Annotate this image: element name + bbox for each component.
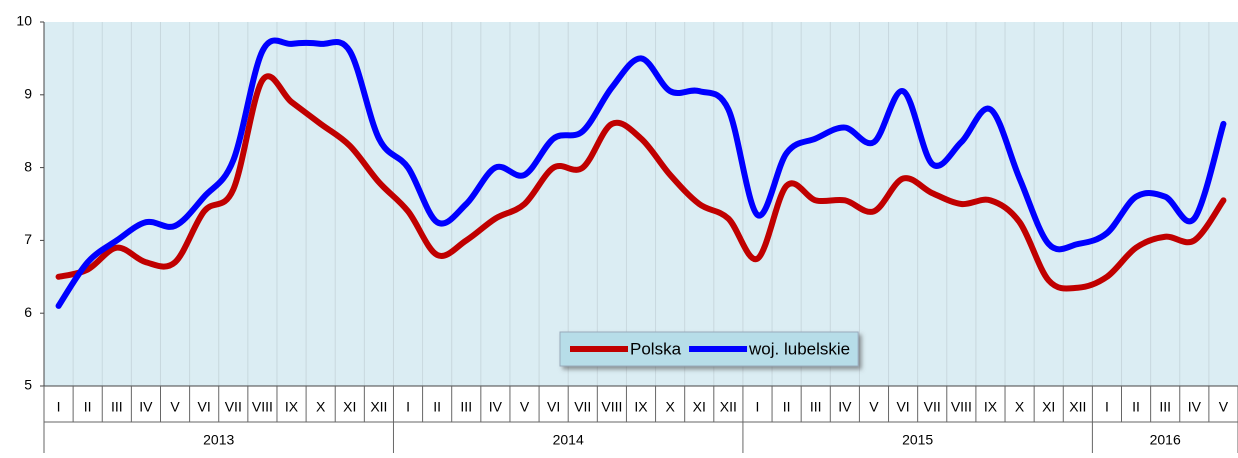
x-tick-label: II: [84, 399, 92, 415]
year-label: 2015: [902, 432, 933, 448]
x-tick-label: I: [756, 399, 760, 415]
legend-label: woj. lubelskie: [748, 339, 850, 358]
x-tick-label: IV: [489, 399, 503, 415]
legend: Polska woj. lubelskie: [559, 331, 859, 367]
x-tick-label: VIII: [951, 399, 972, 415]
x-tick-label: II: [433, 399, 441, 415]
year-label: 2014: [553, 432, 584, 448]
x-tick-label: X: [316, 399, 326, 415]
y-tick-label: 10: [16, 13, 32, 29]
x-tick-label: XII: [720, 399, 737, 415]
x-tick-label: II: [1132, 399, 1140, 415]
x-tick-label: VI: [896, 399, 909, 415]
x-tick-label: VI: [198, 399, 211, 415]
x-tick-label: VII: [924, 399, 941, 415]
x-tick-label: III: [1159, 399, 1171, 415]
y-tick-label: 5: [24, 377, 32, 393]
x-tick-label: VI: [547, 399, 560, 415]
x-tick-label: III: [111, 399, 123, 415]
year-label: 2013: [203, 432, 234, 448]
x-tick-label: I: [57, 399, 61, 415]
x-tick-label: II: [783, 399, 791, 415]
y-tick-label: 8: [24, 158, 32, 174]
plot-area: [44, 22, 1238, 386]
x-tick-label: VII: [574, 399, 591, 415]
x-tick-label: III: [460, 399, 472, 415]
x-tick-label: VIII: [601, 399, 622, 415]
x-tick-label: IV: [1188, 399, 1202, 415]
x-tick-label: XII: [370, 399, 387, 415]
y-tick-label: 9: [24, 86, 32, 102]
y-tick-label: 6: [24, 304, 32, 320]
x-tick-label: X: [1015, 399, 1025, 415]
x-tick-label: V: [1219, 399, 1229, 415]
x-tick-label: I: [406, 399, 410, 415]
legend-label: Polska: [630, 339, 682, 358]
year-label: 2016: [1150, 432, 1181, 448]
x-tick-label: IV: [139, 399, 153, 415]
x-tick-label: XI: [1042, 399, 1055, 415]
x-tick-label: XII: [1069, 399, 1086, 415]
x-tick-label: XI: [693, 399, 706, 415]
x-tick-label: IX: [285, 399, 299, 415]
x-tick-label: IV: [838, 399, 852, 415]
x-tick-label: V: [170, 399, 180, 415]
x-tick-label: X: [665, 399, 675, 415]
x-tick-label: VIII: [252, 399, 273, 415]
x-tick-label: I: [1105, 399, 1109, 415]
x-tick-label: III: [810, 399, 822, 415]
line: [55, 37, 1227, 309]
x-tick-label: IX: [634, 399, 648, 415]
x-tick-label: IX: [984, 399, 998, 415]
y-tick-label: 7: [24, 231, 32, 247]
x-tick-label: VII: [225, 399, 242, 415]
x-tick-label: V: [520, 399, 530, 415]
x-tick-label: XI: [343, 399, 356, 415]
line: [55, 73, 1227, 292]
x-tick-label: V: [869, 399, 879, 415]
